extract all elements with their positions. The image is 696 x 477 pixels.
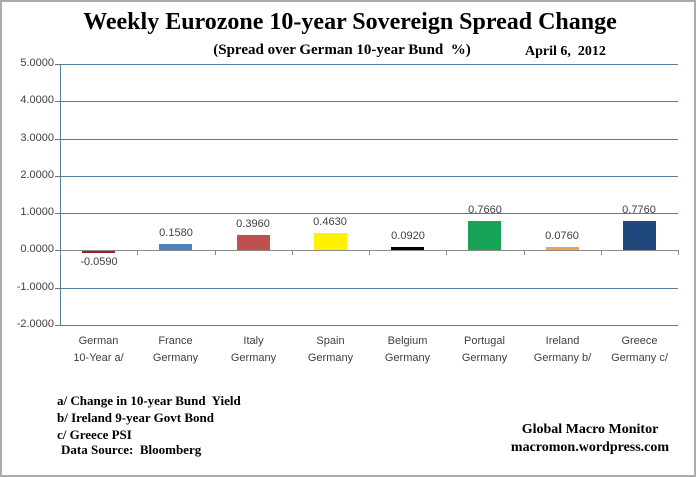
y-axis-tick-label: 2.0000 [20, 169, 54, 181]
category-label-line: Ireland [545, 335, 580, 347]
category-label: Spain Germany [292, 333, 369, 367]
bar-value-label: 0.7760 [622, 204, 656, 216]
category-label-line: Germany [461, 352, 508, 364]
date-annotation: April 6, 2012 [525, 44, 606, 59]
bar-value-label: 0.0760 [545, 230, 579, 242]
gridline [60, 288, 678, 289]
category-axis-tick [292, 250, 293, 255]
category-axis-tick [215, 250, 216, 255]
category-label-line: Germany b/ [533, 352, 592, 364]
category-label-line: France [158, 335, 193, 347]
category-label-line: Greece [621, 335, 658, 347]
category-label: Portugal Germany [446, 333, 523, 367]
attribution-url: macromon.wordpress.com [510, 440, 670, 455]
y-axis-tick [55, 176, 60, 177]
category-label-line: Germany [230, 352, 277, 364]
bar [623, 221, 656, 250]
category-label-line: Germany [152, 352, 199, 364]
bar-value-label: 0.4630 [313, 216, 347, 228]
category-axis-tick [446, 250, 447, 255]
bar-value-label: -0.0590 [80, 256, 118, 268]
category-axis-tick [137, 250, 138, 255]
y-axis-tick-label: -2.0000 [16, 318, 54, 330]
bar [468, 221, 501, 250]
category-axis-tick [678, 250, 679, 255]
bar [82, 251, 115, 253]
bar [314, 233, 347, 250]
category-label: Greece Germany c/ [601, 333, 678, 367]
category-label-line: Germany c/ [611, 352, 668, 364]
category-label-line: Belgium [387, 335, 428, 347]
bar [159, 244, 192, 250]
category-label: Belgium Germany [369, 333, 446, 367]
bar-value-label: 0.0920 [391, 230, 425, 242]
gridline [60, 64, 678, 65]
y-axis-tick-label: 5.0000 [20, 57, 54, 69]
y-axis-tick-label: 1.0000 [20, 206, 54, 218]
category-label-line: 10-Year a/ [73, 352, 124, 364]
gridline [60, 325, 678, 326]
category-label-line: Portugal [464, 335, 505, 347]
bar [546, 247, 579, 250]
y-axis-tick [55, 139, 60, 140]
category-label: Italy Germany [215, 333, 292, 367]
bar-value-label: 0.1580 [159, 227, 193, 239]
bar-value-label: 0.3960 [236, 218, 270, 230]
category-label: France Germany [137, 333, 214, 367]
footnote-c: c/ Greece PSI [57, 427, 132, 442]
category-label-line: Germany [384, 352, 431, 364]
chart-title: Weekly Eurozone 10-year Sovereign Spread… [83, 9, 617, 35]
gridline [60, 176, 678, 177]
y-axis-line [60, 64, 61, 325]
gridline [60, 139, 678, 140]
data-source-label: Data Source: Bloomberg [61, 442, 202, 457]
category-label: Ireland Germany b/ [524, 333, 601, 367]
category-label-line: Italy [243, 335, 264, 347]
attribution-site-name: Global Macro Monitor [521, 422, 659, 437]
y-axis-tick-label: 3.0000 [20, 132, 54, 144]
y-axis-tick-label: -1.0000 [16, 281, 54, 293]
chart-subtitle: (Spread over German 10-year Bund %) [213, 42, 471, 58]
category-axis-tick [601, 250, 602, 255]
category-axis-tick [524, 250, 525, 255]
category-label-line: German [78, 335, 119, 347]
category-label-line: Germany [307, 352, 354, 364]
footnote-a: a/ Change in 10-year Bund Yield [57, 393, 241, 408]
category-axis-tick [369, 250, 370, 255]
gridline [60, 101, 678, 102]
y-axis-tick [55, 325, 60, 326]
bar [237, 235, 270, 250]
bar-value-label: 0.7660 [468, 204, 502, 216]
y-axis-tick [55, 64, 60, 65]
bar [391, 247, 424, 250]
attribution: Global Macro Monitor macromon.wordpress.… [494, 421, 686, 457]
y-axis-tick-label: 0.0000 [20, 243, 54, 255]
y-axis-tick [55, 288, 60, 289]
y-axis-tick [55, 250, 60, 251]
y-axis-tick [55, 213, 60, 214]
gridline [60, 213, 678, 214]
category-label: German 10-Year a/ [60, 333, 137, 367]
y-axis-tick [55, 101, 60, 102]
y-axis-tick-label: 4.0000 [20, 94, 54, 106]
category-axis-tick [60, 250, 61, 255]
category-label-line: Spain [316, 335, 345, 347]
footnote-b: b/ Ireland 9-year Govt Bond [57, 410, 214, 425]
